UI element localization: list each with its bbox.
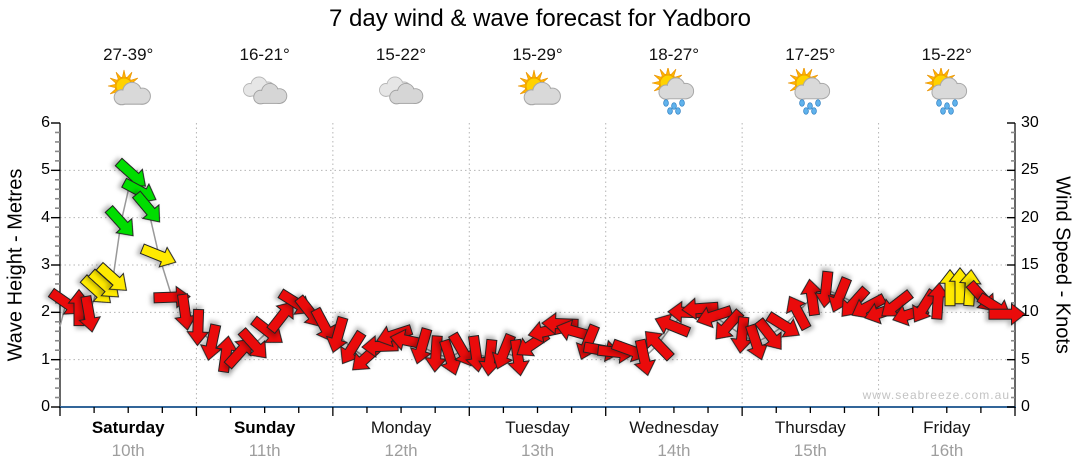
day-name-label: Saturday bbox=[91, 418, 165, 437]
wind-arrow bbox=[95, 261, 127, 291]
wave-height-tick-label: 2 bbox=[41, 303, 50, 321]
weather-icon-sun-cloud-rain bbox=[924, 68, 967, 115]
wind-arrow bbox=[237, 327, 267, 359]
day-date-label: 12th bbox=[384, 441, 418, 460]
wind-speed-tick-label: 25 bbox=[1021, 161, 1039, 179]
wind-arrow bbox=[139, 243, 177, 268]
weather-icon-sun-cloud-rain bbox=[788, 68, 831, 115]
watermark: www.seabreeze.com.au bbox=[862, 388, 1010, 402]
day-date-label: 10th bbox=[111, 441, 145, 460]
wind-speed-tick-label: 0 bbox=[1021, 398, 1030, 415]
wind-arrow bbox=[78, 295, 102, 333]
day-name-label: Wednesday bbox=[629, 418, 719, 437]
wind-speed-tick-label: 10 bbox=[1021, 303, 1039, 321]
wind-arrow bbox=[507, 338, 530, 377]
wind-arrow bbox=[785, 295, 812, 332]
wind-arrow bbox=[310, 306, 337, 343]
wind-arrow bbox=[104, 204, 134, 237]
page-title: 7 day wind & wave forecast for Yadboro bbox=[328, 5, 751, 32]
wave-height-tick-label: 4 bbox=[41, 208, 50, 226]
day-date-label: 11th bbox=[248, 441, 281, 460]
day-date-label: 13th bbox=[520, 441, 555, 460]
temp-range-label: 15-22° bbox=[921, 45, 972, 64]
weather-icon-slot bbox=[237, 68, 293, 118]
weather-icon-slot bbox=[646, 68, 702, 118]
wind-arrow bbox=[266, 301, 294, 335]
wave-height-tick-label: 3 bbox=[41, 256, 50, 273]
wind-speed-tick-label: 20 bbox=[1021, 208, 1039, 226]
day-name-label: Friday bbox=[923, 418, 971, 437]
weather-icon-slot bbox=[373, 68, 429, 118]
weather-icon-slot bbox=[919, 68, 975, 118]
wind-arrow bbox=[409, 327, 433, 365]
wind-arrow bbox=[325, 315, 349, 354]
wind-arrow bbox=[715, 308, 745, 340]
wave-height-tick-label: 5 bbox=[41, 161, 50, 179]
day-date-label: 16th bbox=[930, 441, 964, 460]
wave-height-tick-label: 0 bbox=[41, 398, 50, 415]
weather-icon-slot bbox=[782, 68, 838, 118]
temp-range-label: 27-39° bbox=[103, 45, 154, 64]
wind-arrow bbox=[633, 338, 657, 377]
temp-range-label: 15-22° bbox=[375, 45, 427, 64]
wave-height-tick-label: 1 bbox=[41, 350, 50, 368]
wind-arrow bbox=[186, 308, 210, 347]
wind-arrow bbox=[491, 332, 517, 370]
temp-range-label: 17-25° bbox=[785, 45, 836, 64]
wind-speed-axis-title: Wind Speed - Knots bbox=[1051, 176, 1074, 354]
wind-arrow bbox=[988, 302, 1026, 326]
wind-arrow bbox=[131, 190, 161, 223]
day-name-label: Monday bbox=[370, 418, 432, 437]
wind-arrow bbox=[754, 317, 782, 350]
weather-icon-sun-cloud bbox=[108, 69, 152, 106]
wind-arrow bbox=[696, 305, 734, 329]
temp-range-label: 18-27° bbox=[648, 45, 700, 64]
temp-range-label: 15-29° bbox=[512, 45, 563, 64]
wind-arrow bbox=[644, 330, 675, 362]
wave-height-tick-label: 6 bbox=[41, 114, 50, 131]
weather-icon-sun-cloud-rain bbox=[651, 68, 695, 115]
wind-arrow bbox=[681, 297, 719, 321]
wind-arrow bbox=[765, 311, 800, 338]
day-date-label: 14th bbox=[657, 441, 691, 460]
weather-icon-cloudy bbox=[379, 76, 424, 105]
weather-icon-sun-cloud bbox=[517, 69, 561, 106]
wind-speed-tick-label: 5 bbox=[1021, 350, 1030, 368]
wind-speed-tick-label: 30 bbox=[1021, 114, 1039, 131]
day-name-label: Sunday bbox=[233, 418, 296, 437]
day-date-label: 15th bbox=[793, 441, 827, 460]
temp-range-label: 16-21° bbox=[239, 45, 290, 64]
wind-speed-tick-label: 15 bbox=[1021, 256, 1039, 273]
wave-height-axis-title: Wave Height - Metres bbox=[4, 168, 27, 362]
weather-icon-slot bbox=[100, 68, 156, 118]
weather-icon-cloudy bbox=[242, 76, 287, 105]
day-name-label: Thursday bbox=[774, 418, 846, 437]
day-name-label: Tuesday bbox=[505, 418, 570, 437]
weather-icon-slot bbox=[510, 68, 566, 118]
